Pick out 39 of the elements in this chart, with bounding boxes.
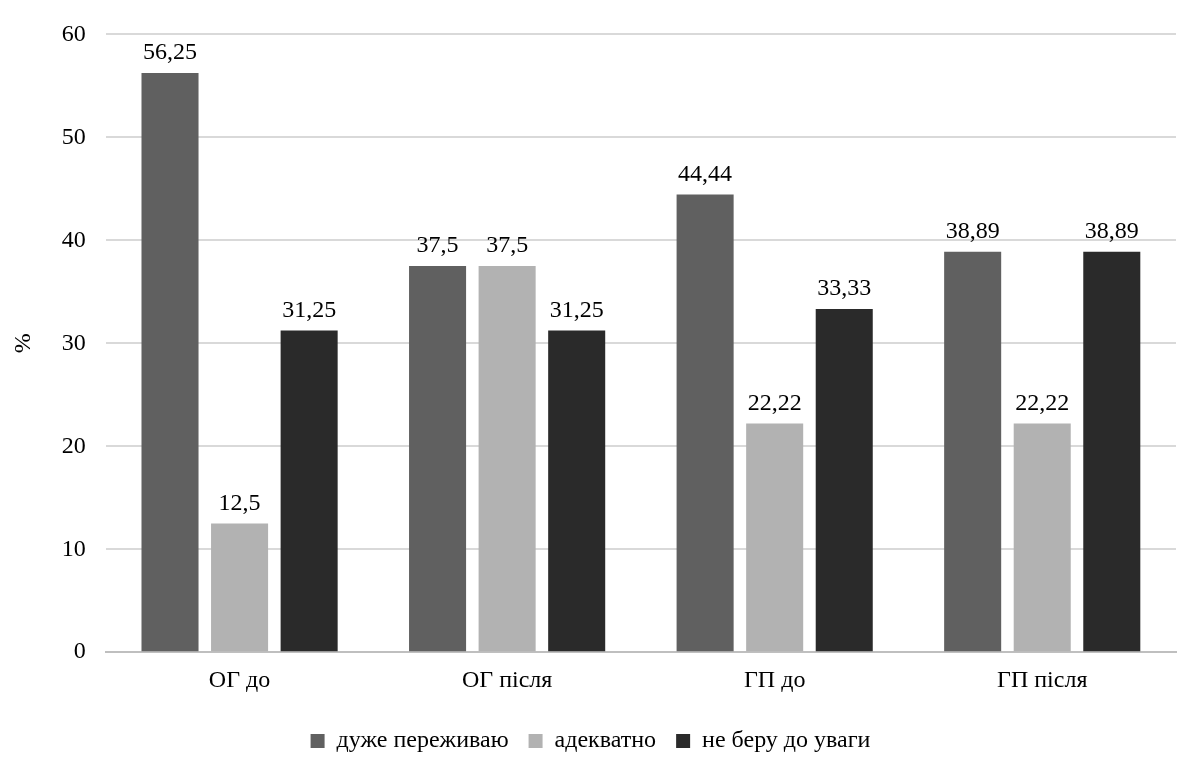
bar: [676, 194, 734, 652]
data-label: 37,5: [416, 231, 459, 258]
y-tick-label: 50: [61, 122, 86, 149]
legend-label: не беру до уваги: [702, 726, 871, 753]
data-label: 38,89: [1084, 217, 1139, 244]
bar: [478, 266, 536, 652]
data-label: 44,44: [678, 159, 733, 186]
bar: [1083, 251, 1141, 652]
y-tick-label: 0: [73, 637, 86, 664]
y-axis-title: %: [8, 333, 35, 354]
bar: [815, 309, 873, 652]
y-tick-label: 10: [61, 534, 86, 561]
data-label: 22,22: [747, 388, 802, 415]
data-label: 33,33: [817, 274, 872, 301]
data-label: 56,25: [143, 38, 198, 65]
bar: [141, 73, 199, 652]
bar: [409, 266, 467, 652]
data-label: 12,5: [218, 488, 261, 515]
bar: [280, 330, 338, 652]
data-label: 22,22: [1015, 388, 1070, 415]
y-tick-label: 40: [61, 225, 86, 252]
data-label: 38,89: [945, 217, 1000, 244]
x-tick-label: ОГ після: [461, 665, 553, 692]
data-label: 37,5: [486, 231, 529, 258]
bar: [746, 423, 804, 652]
data-label: 31,25: [549, 295, 604, 322]
data-label: 31,25: [282, 295, 337, 322]
legend-label: дуже переживаю: [336, 726, 509, 753]
bar: [548, 330, 606, 652]
bar: [211, 523, 269, 652]
y-tick-label: 60: [61, 19, 86, 46]
y-tick-label: 20: [61, 431, 86, 458]
x-tick-label: ГП після: [997, 665, 1088, 692]
legend-label: адекватно: [554, 726, 657, 753]
bar: [1013, 423, 1071, 652]
y-tick-label: 30: [61, 328, 86, 355]
x-tick-label: ОГ до: [208, 665, 271, 692]
x-tick-label: ГП до: [743, 665, 806, 692]
bar: [944, 251, 1002, 652]
